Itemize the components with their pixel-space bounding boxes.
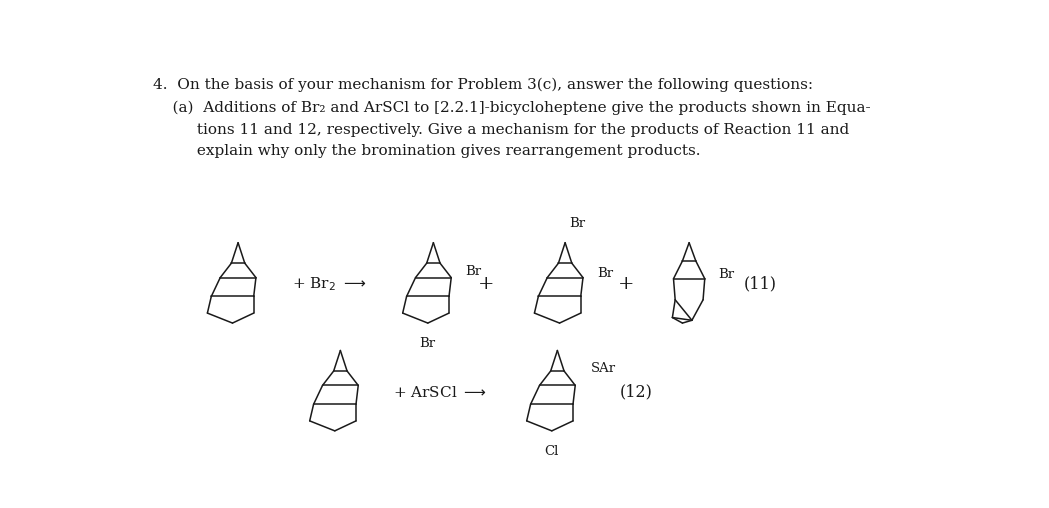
Text: explain why only the bromination gives rearrangement products.: explain why only the bromination gives r…	[153, 144, 701, 158]
Text: Br: Br	[465, 265, 481, 278]
Text: Br: Br	[420, 337, 435, 350]
Text: 4.  On the basis of your mechanism for Problem 3(c), answer the following questi: 4. On the basis of your mechanism for Pr…	[153, 78, 813, 92]
Text: + ArSCl $\longrightarrow$: + ArSCl $\longrightarrow$	[393, 385, 487, 400]
Text: (11): (11)	[744, 276, 776, 293]
Text: +: +	[478, 275, 495, 293]
Text: Br: Br	[569, 217, 585, 230]
Text: (a)  Additions of Br₂ and ArSCl to [2.2.1]-bicycloheptene give the products show: (a) Additions of Br₂ and ArSCl to [2.2.1…	[153, 101, 871, 115]
Text: +: +	[618, 275, 635, 293]
Text: Cl: Cl	[544, 444, 559, 458]
Text: SAr: SAr	[591, 362, 616, 374]
Text: (12): (12)	[619, 384, 652, 401]
Text: tions 11 and 12, respectively. Give a mechanism for the products of Reaction 11 : tions 11 and 12, respectively. Give a me…	[153, 122, 849, 137]
Text: Br: Br	[719, 268, 734, 281]
Text: Br: Br	[597, 267, 613, 280]
Text: + Br$_2$ $\longrightarrow$: + Br$_2$ $\longrightarrow$	[293, 275, 367, 293]
